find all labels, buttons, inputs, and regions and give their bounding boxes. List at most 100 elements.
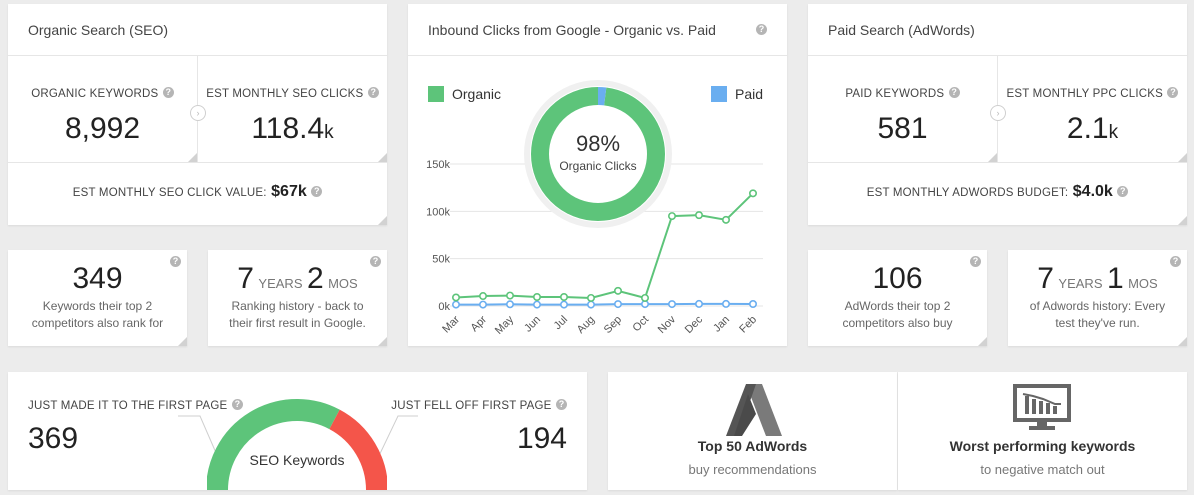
legend-organic-swatch [428,85,444,102]
seo-click-value-tile[interactable]: EST MONTHLY SEO CLICK VALUE: $67k ? [8,163,387,225]
seo-clicks-unit: k [324,122,334,143]
ppc-budget-tile[interactable]: EST MONTHLY ADWORDS BUDGET: $4.0k ? [808,163,1187,225]
data-point-organic [721,215,730,224]
data-point-paid [667,300,676,309]
seo-keywords-label: ORGANIC KEYWORDS [31,88,159,100]
data-point-organic [479,292,488,301]
x-tick-label: May [493,313,517,337]
data-point-organic [533,293,542,302]
x-tick-label: Oct [631,314,652,335]
x-tick-label: Feb [737,314,759,336]
divider [808,162,1187,163]
data-point-paid [560,300,569,309]
help-icon[interactable]: ? [1117,186,1129,198]
y-tick-label: 0k [438,301,450,313]
seo-competitors-text-1: Keywords their top 2 [42,299,153,313]
help-icon[interactable]: ? [1170,256,1181,267]
ppc-budget-label: EST MONTHLY ADWORDS BUDGET: [866,187,1069,199]
ppc-history-text-1: of Adwords history: Every [1029,299,1166,313]
y-tick-label: 50k [432,254,450,266]
seo-competitors-text-2: competitors also rank for [31,316,164,330]
help-icon[interactable]: ? [970,256,981,267]
data-point-paid [721,299,730,308]
help-icon[interactable]: ? [170,256,181,267]
x-tick-label: Nov [656,313,679,336]
just-fell-value: 194 [516,422,567,455]
help-icon[interactable]: ? [948,87,960,99]
seo-click-value-label: EST MONTHLY SEO CLICK VALUE: [72,187,267,199]
seo-card-title: Organic Search (SEO) [28,22,169,38]
gauge-center-label: SEO Keywords [249,452,345,468]
data-point-paid [533,300,542,309]
data-point-organic [451,293,460,302]
ppc-keywords-label: PAID KEYWORDS [845,88,945,100]
data-point-paid [748,300,757,309]
legend-paid[interactable]: Paid [711,85,763,103]
worst-keywords-title: Worst performing keywords [949,438,1136,454]
seo-history-mos-label: MOS [328,276,358,291]
ppc-competitors-text-2: competitors also buy [842,316,953,330]
chart-card-title: Inbound Clicks from Google - Organic vs.… [428,22,716,38]
just-fell-off[interactable]: JUST FELL OFF FIRST PAGE ? [391,396,567,414]
help-icon[interactable]: ? [231,399,243,411]
seo-competitors-card[interactable]: ? 349 Keywords their top 2 competitors a… [8,250,187,346]
data-point-organic [506,291,515,300]
series-line-organic [455,192,754,300]
x-tick-label: Sep [602,314,624,336]
donut-slice-paid [531,87,665,221]
donut-chart: 98% Organic Clicks [523,79,673,229]
ppc-clicks-tile[interactable]: EST MONTHLY PPC CLICKS ? 2.1k [998,56,1187,162]
help-icon[interactable]: ? [556,399,567,411]
ppc-history-text-2: test they've run. [1055,316,1140,330]
ppc-clicks-value: 2.1 [1066,112,1109,145]
help-icon[interactable]: ? [162,87,174,99]
seo-keywords-value: 8,992 [64,112,141,145]
ppc-history-years: 7 [1037,262,1054,295]
arrow-right-icon[interactable]: › [990,105,1006,121]
seo-history-card[interactable]: ? 7 YEARS 2 MOS Ranking history - back t… [208,250,387,346]
data-point-paid [587,300,596,309]
worst-keywords-card[interactable]: Worst performing keywords to negative ma… [898,372,1187,490]
help-icon[interactable]: ? [370,256,381,267]
data-point-organic [667,212,676,221]
series-line-paid [456,302,754,306]
legend-organic-label: Organic [452,85,502,102]
ppc-history-mos: 1 [1106,262,1124,295]
data-point-organic [560,293,569,302]
help-icon[interactable]: ? [311,186,323,198]
help-icon[interactable]: ? [367,87,379,99]
help-icon[interactable]: ? [1167,87,1179,99]
ppc-competitors-card[interactable]: ? 106 AdWords their top 2 competitors al… [808,250,987,346]
ppc-card-title: Paid Search (AdWords) [828,22,975,38]
connector-right [375,415,418,463]
legend-organic[interactable]: Organic [428,85,501,103]
adwords-recommendations-card[interactable]: Top 50 AdWords buy recommendations [608,372,897,490]
seo-keywords-tile[interactable]: ORGANIC KEYWORDS ? 8,992 [8,56,198,162]
ppc-competitors-value: 106 [872,262,923,295]
seo-clicks-tile[interactable]: EST MONTHLY SEO CLICKS ? 118.4k [198,56,387,162]
seo-history-mos: 2 [306,262,324,295]
just-made-first-page[interactable]: JUST MADE IT TO THE FIRST PAGE ? [28,396,243,414]
x-tick-label: Aug [575,314,597,336]
x-tick-label: Apr [469,313,490,334]
x-tick-label: Jul [552,314,570,332]
adwords-recs-subtitle: buy recommendations [688,462,817,477]
ppc-keywords-tile[interactable]: PAID KEYWORDS ? 581 [808,56,998,162]
seo-history-years-label: YEARS [258,276,303,291]
data-point-paid [479,300,488,309]
divider [808,55,1187,56]
seo-keywords-gauge: SEO Keywords [206,396,388,490]
ppc-history-card[interactable]: ? 7 YEARS 1 MOS of Adwords history: Ever… [1008,250,1187,346]
y-tick-label: 100k [426,206,450,218]
data-point-paid [451,300,460,309]
data-point-paid [694,299,703,308]
donut-percent: 98% [575,131,621,156]
connector-left [178,415,221,463]
data-point-paid [506,300,515,309]
help-icon[interactable]: ? [756,24,767,35]
seo-card: Organic Search (SEO) ORGANIC KEYWORDS ? … [8,4,387,225]
arrow-right-icon[interactable]: › [190,105,206,121]
gauge-arc-made [206,399,340,490]
connector-lines [178,415,418,463]
seo-history-text-1: Ranking history - back to [231,299,364,313]
